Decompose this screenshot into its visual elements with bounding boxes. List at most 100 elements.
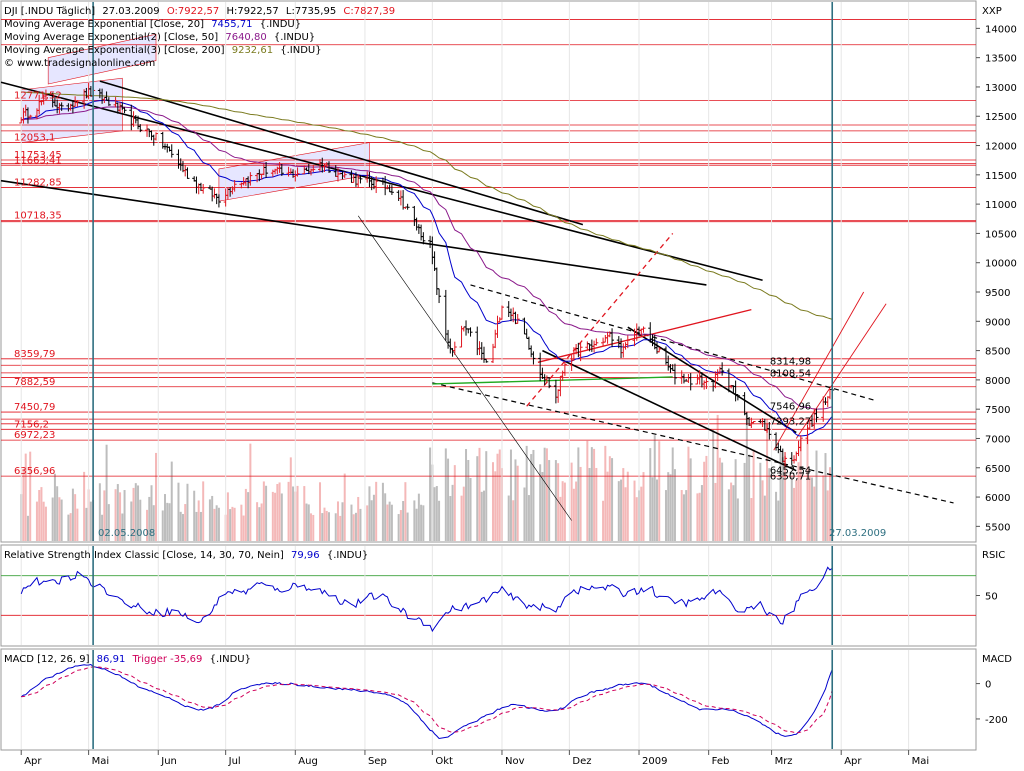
volume-bar bbox=[103, 490, 106, 541]
volume-bar bbox=[177, 482, 180, 541]
volume-bar bbox=[635, 497, 638, 541]
volume-bar bbox=[161, 510, 164, 541]
trend-lines bbox=[0, 80, 954, 521]
volume-bar bbox=[240, 504, 243, 541]
volume-bar bbox=[685, 490, 688, 541]
volume-bar bbox=[26, 515, 29, 541]
volume-bar bbox=[370, 500, 373, 541]
volume-bar bbox=[727, 489, 730, 541]
ma200-symbol: {.INDU} bbox=[280, 45, 321, 56]
volume-bar bbox=[671, 447, 674, 541]
volume-bar bbox=[516, 465, 519, 541]
svg-text:DJI [.INDU Täglich] 27.: DJI [.INDU Täglich] 27.03.2009 O:7922,57… bbox=[4, 6, 395, 17]
volume-bar bbox=[179, 511, 182, 541]
volume-bar bbox=[217, 507, 220, 541]
volume-bar bbox=[624, 487, 627, 541]
level-label: 12771,52 bbox=[14, 90, 62, 101]
level-label: 11663,41 bbox=[14, 155, 62, 166]
volume-bar bbox=[116, 484, 119, 541]
macd-tick-label: 0 bbox=[985, 680, 991, 691]
volume-bar bbox=[56, 486, 59, 541]
volume-bar bbox=[698, 492, 701, 541]
price-tick-label: 13000 bbox=[985, 83, 1017, 94]
volume-bar bbox=[734, 459, 737, 541]
volume-bar bbox=[595, 467, 598, 541]
volume-bar bbox=[166, 502, 169, 541]
volume-bar bbox=[611, 458, 614, 541]
volume-bar bbox=[336, 501, 339, 541]
volume-bar bbox=[271, 491, 274, 541]
volume-bar bbox=[146, 509, 149, 541]
volume-bar bbox=[712, 429, 715, 541]
volume-bar bbox=[806, 433, 809, 541]
ma200-value: 9232,61 bbox=[232, 45, 273, 56]
volume-bar bbox=[168, 503, 171, 541]
price-annotation: 6350,71 bbox=[770, 472, 811, 483]
volume-bar bbox=[696, 493, 699, 541]
price-annotation: 7293,27 bbox=[770, 416, 811, 427]
trigger-series bbox=[21, 666, 833, 734]
price-annotation: 8314,98 bbox=[770, 356, 811, 367]
month-label: Jun bbox=[160, 756, 177, 767]
volume-bar bbox=[447, 458, 450, 541]
volume-bar bbox=[512, 500, 515, 541]
volume-bar bbox=[572, 488, 575, 541]
month-axis-labels: Apr Mai Jun Jul Aug Sep Okt Nov Dez 2009 Feb Mrz Apr… bbox=[20, 750, 929, 767]
volume-bar bbox=[231, 506, 234, 541]
volume-bar bbox=[590, 447, 593, 541]
svg-text:Moving Average Exponential [Cl: Moving Average Exponential [Close, 20] 7… bbox=[4, 19, 301, 30]
volume-bar bbox=[341, 502, 344, 541]
volume-bar bbox=[541, 472, 544, 541]
month-label: Mai bbox=[92, 756, 110, 767]
volume-bar bbox=[354, 512, 357, 541]
volume-bar bbox=[775, 491, 778, 541]
volume-bar bbox=[586, 440, 589, 541]
volume-bar bbox=[307, 504, 310, 541]
volume-bar bbox=[258, 507, 261, 541]
volume-bar bbox=[465, 449, 468, 541]
volume-bar bbox=[310, 513, 313, 541]
volume-bar bbox=[750, 498, 753, 541]
month-label: Dez bbox=[572, 756, 591, 767]
level-label: 11753,45 bbox=[14, 150, 62, 161]
volume-bar bbox=[811, 477, 814, 541]
volume-bar bbox=[759, 462, 762, 541]
volume-bar bbox=[743, 462, 746, 541]
macd-lines bbox=[20, 664, 833, 739]
volume-bar bbox=[388, 501, 391, 541]
trend-line bbox=[99, 80, 584, 226]
volume-bar bbox=[384, 493, 387, 541]
volume-bar bbox=[620, 479, 623, 541]
volume-bar bbox=[813, 486, 816, 541]
volume-bar bbox=[752, 449, 755, 541]
volume-bar bbox=[152, 505, 155, 541]
volume-bar bbox=[545, 448, 548, 541]
volume-bar bbox=[588, 467, 591, 541]
volume-bar bbox=[312, 514, 315, 541]
date-markers bbox=[92, 2, 834, 749]
volume-bar bbox=[247, 492, 250, 541]
macd-trigger: Trigger -35,69 bbox=[132, 654, 203, 665]
volume-bar bbox=[292, 486, 295, 541]
volume-bar bbox=[83, 471, 86, 541]
volume-bar bbox=[793, 487, 796, 541]
month-label: 2009 bbox=[642, 756, 667, 767]
volume-bar bbox=[514, 459, 517, 541]
level-label: 10718,35 bbox=[14, 211, 62, 222]
trend-line bbox=[526, 232, 674, 407]
volume-bar bbox=[604, 445, 607, 541]
volume-bar bbox=[249, 443, 252, 541]
ma50-symbol: {.INDU} bbox=[274, 32, 315, 43]
volume-bar bbox=[193, 490, 196, 541]
price-annotations: 8314,98 8108,54 7546,96 7293,27 6452,546350,… bbox=[770, 356, 811, 482]
volume-bar bbox=[548, 460, 551, 541]
volume-bar bbox=[682, 494, 685, 541]
close-value: C:7827,39 bbox=[343, 6, 395, 17]
volume-bar bbox=[790, 475, 793, 541]
volume-bar bbox=[438, 500, 441, 541]
trend-line bbox=[432, 382, 954, 504]
volume-bar bbox=[242, 515, 245, 541]
svg-text:Moving Average Exponential(2): Moving Average Exponential(2) [Close, 50… bbox=[4, 32, 315, 43]
volume-bar bbox=[559, 496, 562, 541]
